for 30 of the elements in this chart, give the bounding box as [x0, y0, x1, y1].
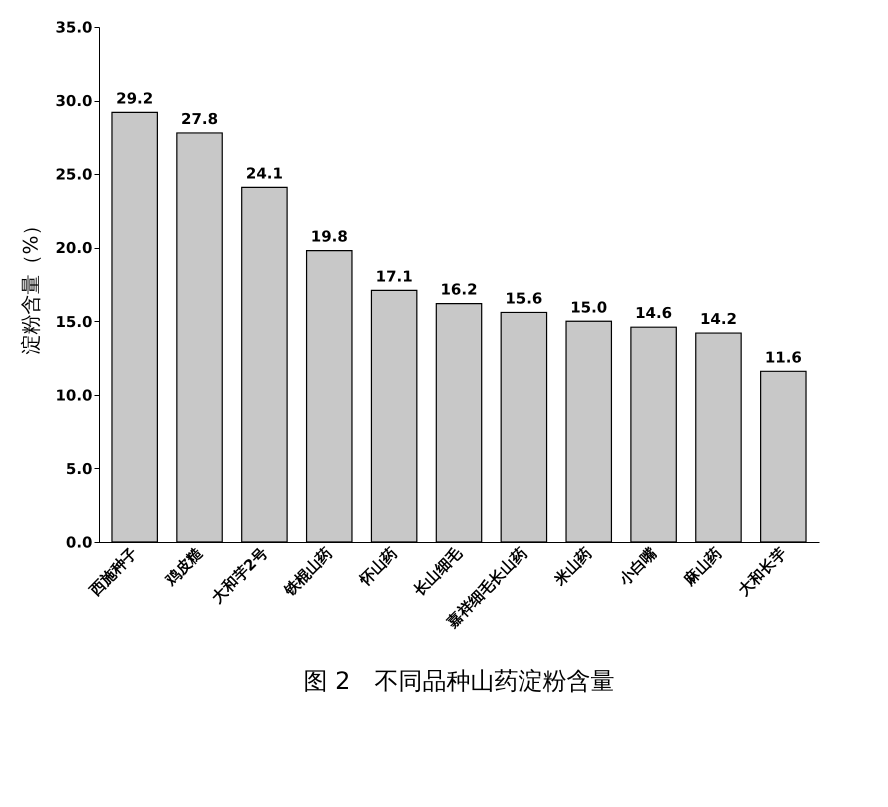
data-label: 15.0	[570, 298, 608, 316]
y-tick-label: 30.0	[55, 92, 92, 110]
text: 图 2 不同品种山药淀粉含量	[304, 666, 614, 695]
y-tick-label: 15.0	[55, 312, 92, 331]
data-label: 19.8	[310, 228, 348, 246]
y-tick-label: 25.0	[55, 166, 92, 184]
data-label: 14.6	[635, 304, 672, 322]
y-tick-label: 0.0	[66, 534, 92, 552]
data-label: 29.2	[116, 89, 154, 108]
data-label: 16.2	[440, 280, 478, 299]
x-tick-label: 大和长芋	[734, 544, 790, 600]
data-label: 17.1	[376, 267, 413, 286]
x-tick-label: 鸡皮糙	[160, 543, 207, 590]
x-tick-label: 麻山药	[680, 544, 725, 590]
x-tick-label: 大和芋2号	[208, 544, 271, 607]
data-label: 27.8	[181, 110, 218, 128]
data-label: 14.2	[700, 310, 737, 328]
x-tick-label: 铁棍山药	[280, 544, 336, 600]
x-tick-label: 米山药	[550, 544, 596, 590]
x-tick-label: 长山细毛	[410, 543, 466, 600]
y-axis-title: 淀粉含量（%）	[18, 215, 42, 355]
y-tick-label: 20.0	[55, 239, 92, 258]
x-tick-label: 怀山药	[355, 544, 400, 590]
y-tick-label: 10.0	[55, 386, 92, 404]
x-tick-label: 小白嘴	[614, 543, 661, 590]
data-label: 24.1	[246, 164, 283, 182]
data-label: 11.6	[764, 348, 802, 366]
y-tick-label: 5.0	[66, 460, 92, 478]
data-label: 15.6	[505, 289, 542, 308]
y-tick-label: 35.0	[55, 18, 92, 36]
